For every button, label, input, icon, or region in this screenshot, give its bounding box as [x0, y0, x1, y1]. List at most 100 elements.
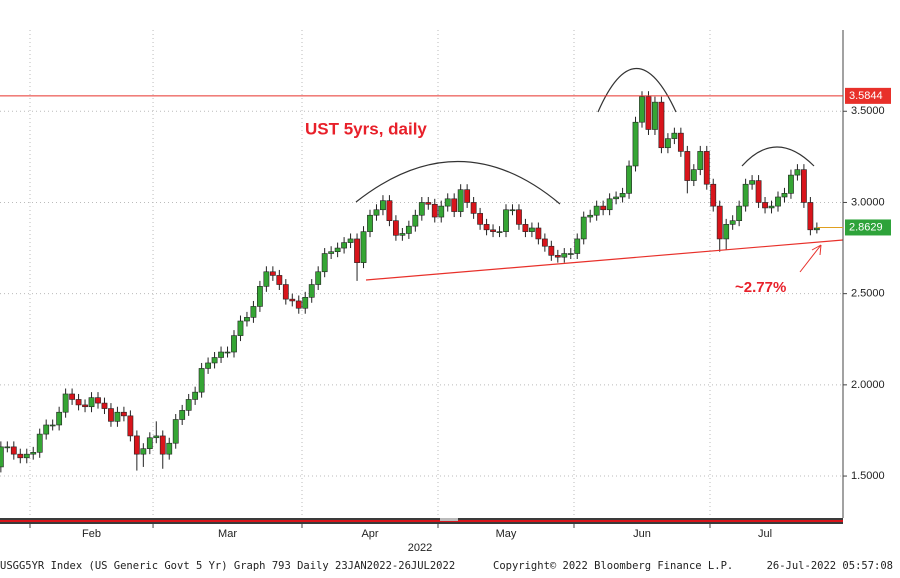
candle-body — [781, 193, 788, 198]
candle-body — [289, 298, 296, 302]
candle-body — [321, 253, 328, 273]
candle-body — [729, 220, 736, 225]
candle-body — [431, 203, 438, 218]
candle-body — [367, 214, 373, 232]
arc — [355, 160, 561, 205]
candle-body — [807, 202, 814, 231]
candle-body — [677, 132, 684, 152]
candle-body — [315, 271, 322, 285]
trend-line — [365, 239, 844, 281]
footer-center: Copyright© 2022 Bloomberg Finance L.P. — [493, 560, 733, 572]
candle-body — [710, 183, 717, 207]
candle-body — [503, 209, 509, 232]
candle-body — [127, 415, 134, 437]
candle-body — [250, 306, 257, 318]
candle-body — [334, 247, 341, 253]
candle-body — [95, 397, 101, 404]
candle-body — [373, 209, 380, 216]
candle-body — [108, 408, 114, 422]
x-tick-label: May — [496, 528, 517, 540]
candle-body — [418, 202, 425, 216]
y-tick-label: 3.5000 — [851, 105, 885, 117]
candle-body — [613, 196, 619, 200]
candle-body — [671, 132, 678, 139]
candle-body — [30, 452, 37, 455]
candle-body — [69, 393, 75, 400]
candle-body — [483, 224, 490, 231]
candle-body — [632, 121, 639, 167]
grid — [0, 30, 843, 518]
candle-body — [328, 251, 335, 254]
candle-body — [567, 253, 574, 255]
candle-body — [354, 238, 360, 263]
candle-body — [736, 205, 743, 221]
candle-body — [548, 245, 555, 256]
candle-body — [762, 202, 768, 209]
candle-body — [133, 435, 140, 455]
candle-body — [399, 233, 406, 236]
candle-body — [470, 202, 477, 214]
candle-body — [801, 169, 807, 203]
candle-body — [347, 238, 354, 243]
candle-body — [658, 101, 665, 149]
footer-right: 26-Jul-2022 05:57:08 — [767, 560, 893, 572]
candle-body — [4, 446, 11, 449]
candle-body — [522, 224, 529, 232]
candle-body — [23, 453, 30, 459]
candle-body — [36, 433, 43, 453]
candle-body — [619, 193, 626, 198]
candle-body — [101, 402, 108, 409]
candle-body — [224, 351, 231, 354]
candle-body — [88, 397, 95, 408]
candle-body — [444, 198, 451, 207]
candle-body — [114, 411, 121, 422]
candle-body — [690, 169, 697, 181]
footer-left: USGG5YR Index (US Generic Govt 5 Yr) Gra… — [0, 560, 455, 572]
candle-body — [276, 275, 283, 285]
candle-body — [451, 198, 458, 212]
candle-body — [554, 255, 561, 258]
candle-body — [17, 453, 24, 459]
arrow-head — [811, 244, 822, 256]
candle-body — [211, 357, 218, 364]
candle-body — [153, 435, 160, 439]
candle-body — [742, 183, 749, 207]
x-tick-label: Apr — [361, 528, 378, 540]
scroll-thumb — [440, 518, 458, 521]
candle-body — [185, 399, 192, 411]
year-label: 2022 — [408, 542, 432, 554]
candle-body — [665, 138, 671, 149]
candle-body — [121, 411, 127, 417]
y-tick-label: 2.5000 — [851, 288, 885, 300]
candle-body — [768, 205, 775, 209]
last-box — [845, 219, 891, 236]
candle-body — [723, 224, 730, 240]
candle-body — [755, 180, 762, 203]
candle-body — [490, 229, 496, 232]
candle-body — [341, 242, 347, 249]
candle-body — [535, 227, 542, 240]
candle-body — [574, 238, 581, 254]
candle-body — [82, 404, 88, 408]
candle-body — [457, 189, 464, 212]
candle-body — [10, 446, 17, 455]
candle-body — [703, 151, 710, 185]
x-tick-label: Mar — [218, 528, 237, 540]
candle-body — [516, 209, 522, 225]
candle-body — [652, 101, 658, 130]
candle-body — [172, 419, 179, 444]
candle-body — [509, 209, 516, 212]
candle-body — [393, 220, 399, 236]
candle-body — [775, 196, 781, 207]
candle-body — [645, 96, 652, 130]
candle-body — [749, 180, 755, 185]
candle-body — [43, 424, 50, 435]
candle-body — [360, 231, 367, 263]
candle-body — [788, 174, 794, 194]
candle-body — [593, 205, 600, 216]
candle-body — [496, 231, 503, 233]
candle-body — [192, 391, 199, 400]
candle-body — [386, 200, 393, 221]
candle-body — [541, 238, 548, 247]
